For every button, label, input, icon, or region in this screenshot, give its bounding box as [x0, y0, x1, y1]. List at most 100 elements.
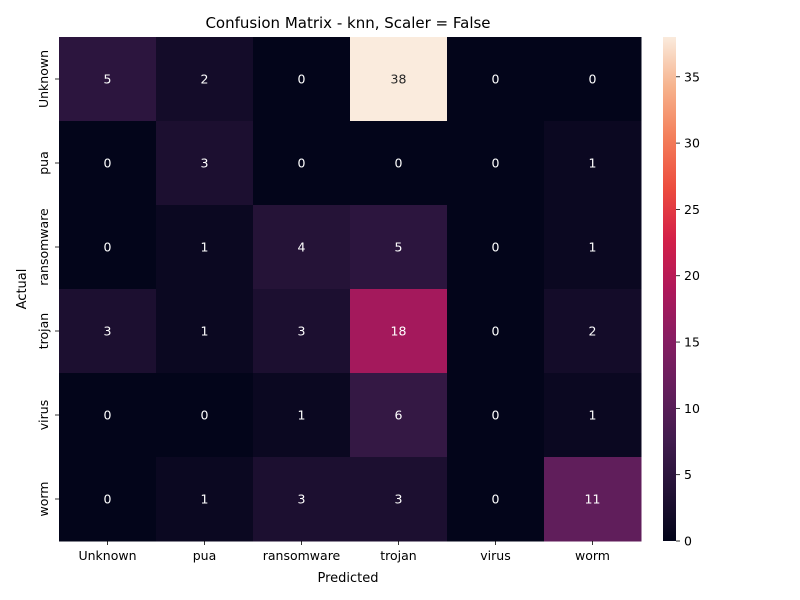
cell-value-label: 0: [492, 240, 500, 255]
heatmap-cell: [350, 37, 448, 122]
x-axis-label: Predicted: [317, 571, 378, 586]
heatmap-cell: [59, 289, 157, 374]
heatmap-cell: [447, 121, 545, 206]
cell-value-label: 0: [492, 408, 500, 423]
heatmap-cell: [156, 457, 254, 542]
colorbar-tick-label: 10: [684, 401, 700, 416]
cell-value-label: 1: [589, 240, 597, 255]
heatmap-cell: [59, 37, 157, 122]
y-tick-label: worm: [36, 482, 51, 517]
cell-value-label: 0: [201, 408, 209, 423]
cell-value-label: 3: [298, 492, 306, 507]
heatmap-cell: [253, 289, 351, 374]
cell-value-label: 4: [298, 240, 306, 255]
heatmap-cell: [253, 205, 351, 290]
cell-value-label: 38: [391, 72, 407, 87]
heatmap-cell: [350, 205, 448, 290]
cell-value-label: 3: [298, 324, 306, 339]
y-tick-label: trojan: [36, 313, 51, 349]
heatmap-cell: [156, 37, 254, 122]
cell-value-label: 1: [589, 408, 597, 423]
x-tick-label: virus: [480, 548, 510, 563]
heatmap-cell: [447, 205, 545, 290]
y-tick-label: ransomware: [36, 208, 51, 286]
cell-value-label: 3: [201, 156, 209, 171]
heatmap-cell: [544, 121, 642, 206]
cell-value-label: 1: [589, 156, 597, 171]
x-tick-label: Unknown: [78, 548, 136, 563]
y-tick-label: Unknown: [36, 50, 51, 108]
colorbar-tick-label: 15: [684, 335, 700, 350]
heatmap-cell: [253, 121, 351, 206]
heatmap-cell: [350, 373, 448, 458]
cell-value-label: 0: [298, 156, 306, 171]
heatmap-cell: [544, 289, 642, 374]
cell-value-label: 0: [104, 492, 112, 507]
colorbar-tick-label: 30: [684, 136, 700, 151]
chart-title: Confusion Matrix - knn, Scaler = False: [205, 14, 490, 32]
cell-value-label: 0: [492, 72, 500, 87]
heatmap-cell: [447, 373, 545, 458]
heatmap-cell: [156, 205, 254, 290]
cell-value-label: 3: [395, 492, 403, 507]
colorbar-tick-label: 35: [684, 69, 700, 84]
cell-value-label: 18: [391, 324, 407, 339]
colorbar-tick-label: 5: [684, 467, 692, 482]
cell-value-label: 0: [492, 324, 500, 339]
cell-value-label: 2: [589, 324, 597, 339]
cell-value-label: 0: [104, 156, 112, 171]
x-tick-label: ransomware: [263, 548, 341, 563]
heatmap-cell: [447, 289, 545, 374]
heatmap-cell: [544, 37, 642, 122]
y-tick-label: pua: [36, 151, 51, 175]
cell-value-label: 1: [201, 240, 209, 255]
x-axis-ticks: Unknown pua ransomware trojan virus worm: [78, 541, 610, 563]
cell-value-label: 0: [104, 408, 112, 423]
heatmap-cell: [59, 121, 157, 206]
y-tick-label: virus: [36, 400, 51, 430]
heatmap-cell: [59, 457, 157, 542]
cell-value-label: 1: [201, 324, 209, 339]
heatmap-cell: [544, 373, 642, 458]
y-axis-ticks: Unknown pua ransomware trojan virus worm: [36, 50, 59, 517]
heatmap-cell: [350, 121, 448, 206]
cell-value-label: 3: [104, 324, 112, 339]
cell-value-label: 0: [589, 72, 597, 87]
heatmap-cell: [544, 457, 642, 542]
cell-value-label: 0: [104, 240, 112, 255]
heatmap-cell: [350, 289, 448, 374]
heatmap-cell: [544, 205, 642, 290]
heatmap-cell: [156, 373, 254, 458]
cell-value-label: 0: [395, 156, 403, 171]
x-tick-label: worm: [575, 548, 610, 563]
y-axis-label: Actual: [15, 269, 30, 310]
colorbar-tick-label: 20: [684, 268, 700, 283]
heatmap-cell: [156, 289, 254, 374]
heatmap-cell: [59, 373, 157, 458]
cell-value-label: 0: [492, 492, 500, 507]
cell-value-label: 0: [298, 72, 306, 87]
cell-value-label: 5: [104, 72, 112, 87]
heatmap-cell: [59, 205, 157, 290]
cell-value-label: 5: [395, 240, 403, 255]
colorbar-tick-label: 25: [684, 202, 700, 217]
colorbar: 0 5 10 15 20 25 30 35: [663, 37, 700, 549]
cell-value-label: 2: [201, 72, 209, 87]
colorbar-gradient: [663, 37, 676, 541]
cell-value-label: 1: [201, 492, 209, 507]
heatmap-cells: 5 2 0 38 0 0 0 3 0 0 0 1 0 1 4 5 0 1 3 1 3 18 0 2 0 0 1 6 0 1 0 1 3 3 0 11: [59, 37, 642, 542]
heatmap-cell: [253, 373, 351, 458]
cell-value-label: 6: [395, 408, 403, 423]
heatmap-cell: [447, 457, 545, 542]
heatmap-cell: [253, 37, 351, 122]
colorbar-ticks: 0 5 10 15 20 25 30 35: [676, 69, 700, 549]
heatmap-cell: [447, 37, 545, 122]
heatmap-cell: [253, 457, 351, 542]
x-tick-label: pua: [193, 548, 217, 563]
cell-value-label: 1: [298, 408, 306, 423]
cell-value-label: 11: [585, 492, 601, 507]
colorbar-tick-label: 0: [684, 534, 692, 549]
heatmap-cell: [350, 457, 448, 542]
heatmap-cell: [156, 121, 254, 206]
